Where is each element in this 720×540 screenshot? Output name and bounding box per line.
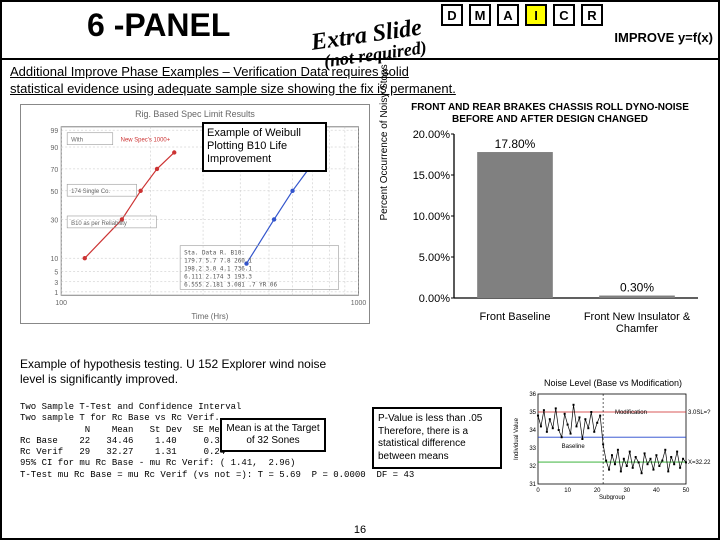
svg-text:35: 35 [529, 410, 536, 416]
runchart-title: Noise Level (Base vs Modification) [510, 378, 716, 388]
page-number: 16 [354, 524, 366, 536]
svg-text:0.30%: 0.30% [620, 281, 654, 295]
dmaicr-box-d: D [441, 4, 463, 26]
svg-text:198.2 3.0 4.1 736.1: 198.2 3.0 4.1 736.1 [184, 265, 252, 272]
svg-text:Baseline: Baseline [562, 444, 586, 450]
svg-text:17.80%: 17.80% [495, 137, 536, 151]
svg-text:3.0SL=?: 3.0SL=? [688, 410, 711, 416]
svg-text:33: 33 [529, 446, 536, 452]
svg-text:36: 36 [529, 392, 536, 398]
svg-text:100: 100 [55, 300, 67, 307]
svg-text:Sta. Data R. B10:: Sta. Data R. B10: [184, 250, 245, 257]
mean-target-box: Mean is at the Target of 32 Sones [220, 418, 326, 452]
bar-category-label: Front Baseline [454, 311, 576, 335]
svg-text:5: 5 [54, 270, 58, 277]
svg-text:X=32.22: X=32.22 [688, 460, 711, 466]
svg-text:34: 34 [529, 428, 536, 434]
svg-text:40: 40 [653, 488, 660, 494]
svg-text:20.00%: 20.00% [413, 129, 451, 141]
svg-text:B10 as per Reliability: B10 as per Reliability [71, 221, 127, 227]
weibull-label-box: Example of Weibull Plotting B10 Life Imp… [202, 122, 327, 172]
svg-text:50: 50 [51, 189, 59, 196]
svg-text:1000: 1000 [351, 300, 367, 307]
svg-text:99: 99 [51, 128, 59, 135]
svg-text:Subgroup: Subgroup [599, 495, 626, 500]
svg-text:30: 30 [623, 488, 630, 494]
improve-equation: IMPROVE y=f(x) [614, 30, 713, 45]
svg-text:174 Single Co.: 174 Single Co. [71, 189, 110, 195]
bar-chart-xlabels: Front BaselineFront New Insulator & Cham… [454, 311, 698, 335]
svg-text:Rig. Based Spec Limit Results: Rig. Based Spec Limit Results [135, 109, 255, 119]
svg-text:10: 10 [564, 488, 571, 494]
svg-text:32: 32 [529, 464, 536, 470]
svg-text:10.00%: 10.00% [413, 211, 451, 223]
svg-text:5.00%: 5.00% [419, 252, 450, 264]
svg-text:10: 10 [51, 256, 59, 263]
svg-text:15.00%: 15.00% [413, 170, 451, 182]
pvalue-box: P-Value is less than .05 Therefore, ther… [372, 407, 502, 469]
svg-text:With: With [71, 138, 83, 144]
svg-text:0: 0 [536, 488, 540, 494]
svg-text:90: 90 [51, 145, 59, 152]
svg-text:179.7 5.7 7.8 260.1: 179.7 5.7 7.8 260.1 [184, 258, 252, 265]
dmaicr-boxes: DMAICR [441, 4, 603, 26]
dmaicr-box-c: C [553, 4, 575, 26]
hypothesis-text: Example of hypothesis testing. U 152 Exp… [20, 357, 350, 387]
svg-text:6.555 2.181 3.081 .7 YR 06: 6.555 2.181 3.081 .7 YR 06 [184, 281, 277, 288]
dmaicr-box-m: M [469, 4, 491, 26]
dmaicr-box-a: A [497, 4, 519, 26]
dmaicr-box-r: R [581, 4, 603, 26]
bar-category-label: Front New Insulator & Chamfer [576, 311, 698, 335]
dmaicr-box-i: I [525, 4, 547, 26]
svg-text:1: 1 [54, 290, 58, 297]
page-title: 6 -PANEL [87, 7, 230, 44]
svg-text:Individual Value: Individual Value [514, 417, 520, 460]
svg-text:30: 30 [51, 217, 59, 224]
bar-chart-title: FRONT AND REAR BRAKES CHASSIS ROLL DYNO-… [394, 102, 706, 126]
separator [2, 58, 718, 60]
svg-text:New Spec's 1000+: New Spec's 1000+ [121, 138, 171, 144]
svg-text:3: 3 [54, 280, 58, 287]
svg-text:6.111 2.174 3 193.3: 6.111 2.174 3 193.3 [184, 273, 252, 280]
svg-text:50: 50 [683, 488, 690, 494]
svg-text:0.00%: 0.00% [419, 293, 450, 305]
bar-chart: FRONT AND REAR BRAKES CHASSIS ROLL DYNO-… [394, 102, 706, 327]
runchart: Noise Level (Base vs Modification) 31323… [510, 378, 716, 508]
svg-text:Time (Hrs): Time (Hrs) [191, 312, 228, 321]
svg-text:Modification: Modification [615, 410, 647, 416]
svg-text:70: 70 [51, 167, 59, 174]
svg-text:20: 20 [594, 488, 601, 494]
ttest-output: Two Sample T-Test and Confidence Interva… [20, 402, 414, 481]
bar-chart-ylabel: Percent Occurrence of Noisy Stops [379, 64, 390, 220]
